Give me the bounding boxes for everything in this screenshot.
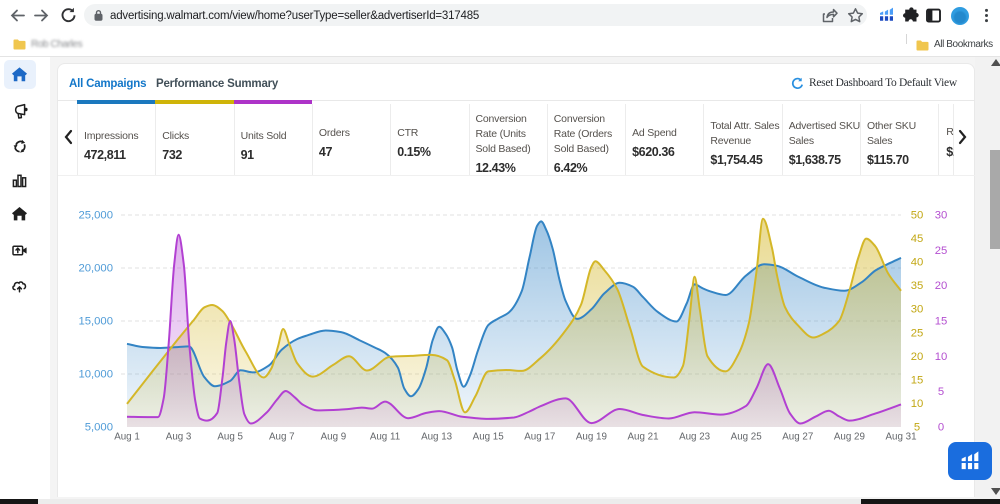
- svg-text:Aug 27: Aug 27: [782, 432, 813, 443]
- svg-text:Aug 7: Aug 7: [269, 432, 295, 443]
- svg-text:10,000: 10,000: [78, 369, 113, 381]
- svg-text:10: 10: [911, 398, 924, 410]
- svg-text:0: 0: [938, 422, 944, 434]
- svg-text:25: 25: [935, 245, 948, 257]
- svg-text:15: 15: [935, 316, 948, 328]
- svg-text:25,000: 25,000: [78, 210, 113, 222]
- svg-text:35: 35: [911, 280, 924, 292]
- svg-text:Aug 25: Aug 25: [731, 432, 763, 443]
- svg-text:20: 20: [935, 280, 948, 292]
- svg-text:50: 50: [911, 210, 924, 222]
- svg-text:10: 10: [935, 351, 948, 363]
- svg-text:20,000: 20,000: [78, 263, 113, 275]
- svg-text:Aug 13: Aug 13: [421, 432, 453, 443]
- svg-text:40: 40: [911, 257, 924, 269]
- svg-text:15: 15: [911, 374, 924, 386]
- svg-text:Aug 17: Aug 17: [524, 432, 555, 443]
- svg-text:Aug 9: Aug 9: [321, 432, 347, 443]
- svg-text:Aug 21: Aug 21: [627, 432, 658, 443]
- svg-text:5,000: 5,000: [85, 422, 113, 434]
- svg-text:5: 5: [938, 386, 944, 398]
- svg-text:Aug 23: Aug 23: [679, 432, 711, 443]
- svg-text:45: 45: [911, 233, 924, 245]
- svg-text:Aug 19: Aug 19: [576, 432, 607, 443]
- svg-text:Aug 1: Aug 1: [114, 432, 140, 443]
- svg-text:Aug 11: Aug 11: [370, 432, 400, 443]
- svg-text:Aug 29: Aug 29: [834, 432, 865, 443]
- svg-text:5: 5: [914, 422, 920, 434]
- svg-text:25: 25: [911, 327, 924, 339]
- svg-text:Aug 31: Aug 31: [885, 432, 916, 443]
- svg-text:30: 30: [911, 304, 924, 316]
- svg-text:Aug 3: Aug 3: [166, 432, 192, 443]
- svg-text:Aug 15: Aug 15: [473, 432, 505, 443]
- svg-text:15,000: 15,000: [78, 316, 113, 328]
- svg-text:20: 20: [911, 351, 924, 363]
- svg-text:Aug 5: Aug 5: [217, 432, 243, 443]
- svg-text:30: 30: [935, 210, 948, 222]
